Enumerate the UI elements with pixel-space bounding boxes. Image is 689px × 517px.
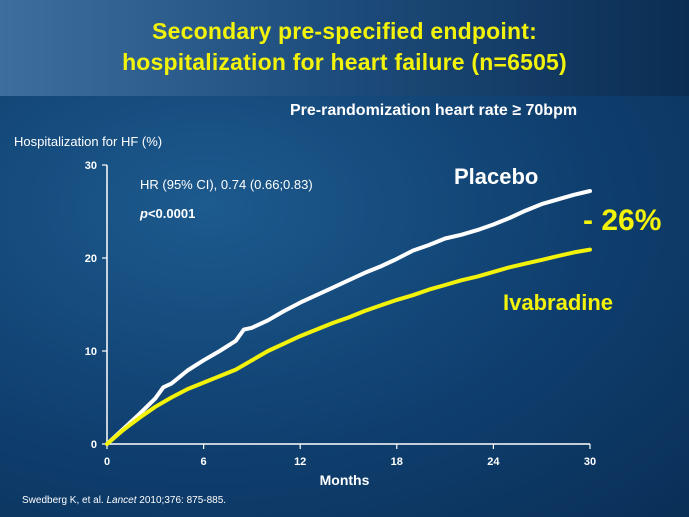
y-axis-label: Hospitalization for HF (%) xyxy=(14,134,163,149)
slide-title-line-2: hospitalization for heart failure (n=650… xyxy=(122,49,567,75)
slide-title-line-1: Secondary pre-specified endpoint: xyxy=(152,18,537,44)
legend-ivabradine: Ivabradine xyxy=(503,290,614,315)
y-tick-label: 20 xyxy=(85,253,97,265)
x-tick-label: 30 xyxy=(584,456,596,468)
series-line-placebo xyxy=(105,189,592,446)
citation-journal: Lancet xyxy=(106,495,137,506)
y-tick-label: 0 xyxy=(91,439,97,451)
x-tick-label: 6 xyxy=(201,456,207,468)
legend-placebo: Placebo xyxy=(454,164,539,189)
y-tick-label: 30 xyxy=(85,160,97,172)
x-tick-label: 24 xyxy=(487,456,500,468)
citation-authors: Swedberg K, et al. xyxy=(22,495,107,506)
p-symbol: p xyxy=(140,206,148,221)
x-tick-label: 12 xyxy=(294,456,306,468)
series-line-ivabradine xyxy=(105,247,592,446)
x-tick-label: 0 xyxy=(104,456,110,468)
hazard-ratio-text: HR (95% CI), 0.74 (0.66;0.83) xyxy=(140,177,313,192)
risk-reduction-label: - 26% xyxy=(583,204,662,237)
x-axis-label: Months xyxy=(320,472,370,488)
y-tick-label: 10 xyxy=(85,346,97,358)
x-tick-label: 18 xyxy=(391,456,403,468)
subtitle: Pre-randomization heart rate ≥ 70bpm xyxy=(290,102,578,119)
title-band xyxy=(0,0,689,96)
p-value-text: p<0.0001 xyxy=(140,206,195,221)
citation-details: 2010;376: 875-885. xyxy=(136,495,227,506)
p-value: <0.0001 xyxy=(147,206,196,221)
citation: Swedberg K, et al. Lancet 2010;376: 875-… xyxy=(22,495,226,506)
